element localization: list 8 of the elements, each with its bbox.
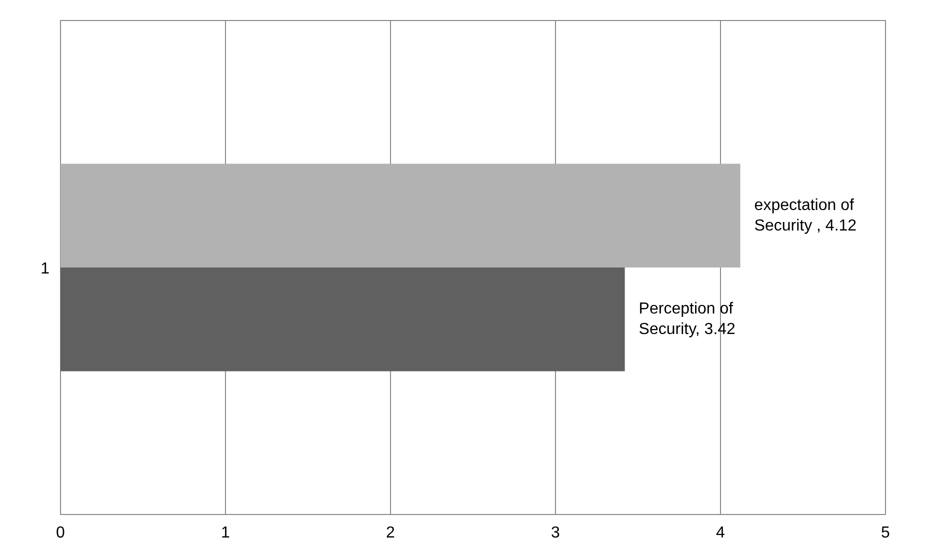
x-tick-label: 2 [386, 524, 396, 542]
x-tick-label: 5 [881, 524, 890, 542]
data-label: Perception of Security, 3.42 [638, 300, 736, 338]
x-tick-label: 4 [716, 524, 726, 542]
x-tick-label: 3 [551, 524, 560, 542]
x-tick-label: 0 [56, 524, 66, 542]
data-label: expectation of Security , 4.12 [754, 196, 857, 234]
x-tick-label: 1 [221, 524, 230, 542]
